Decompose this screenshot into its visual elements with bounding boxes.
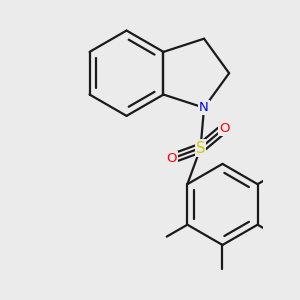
Text: O: O [167, 152, 177, 165]
Text: O: O [219, 122, 229, 135]
Text: N: N [199, 101, 209, 114]
Text: S: S [196, 141, 205, 156]
